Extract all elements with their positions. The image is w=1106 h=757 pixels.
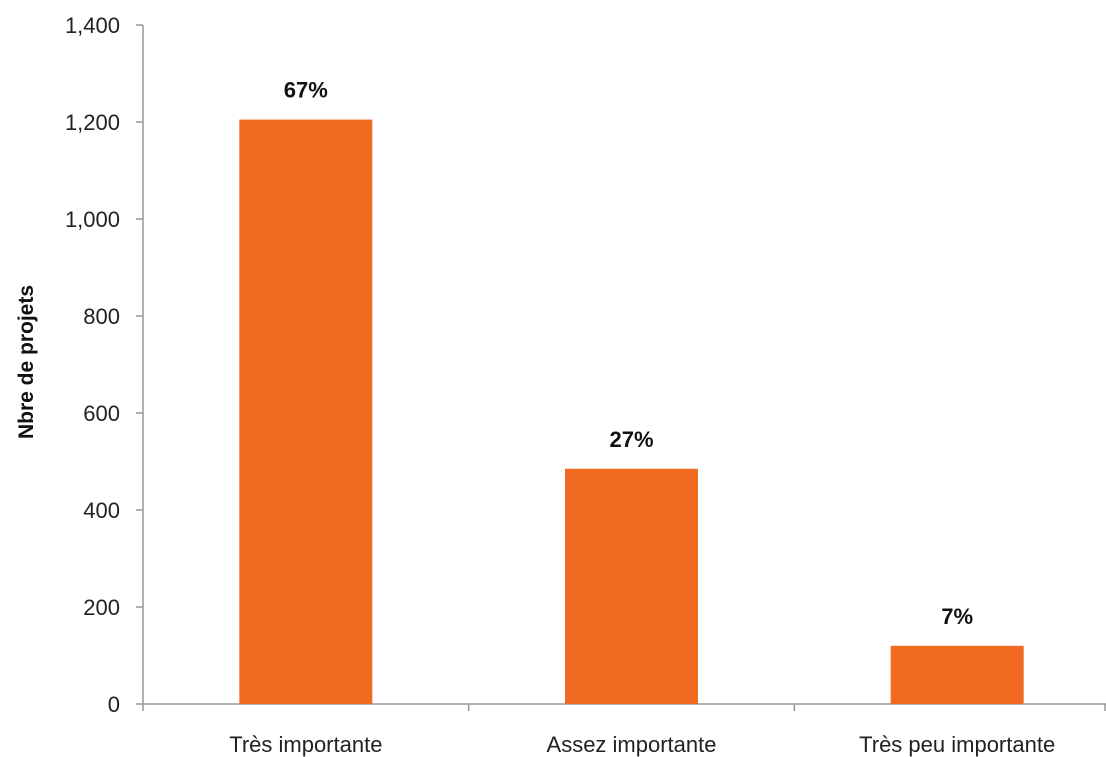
y-axis-ticks: 0 200 400 600 800 1,000 1,200 1,400 (65, 13, 143, 717)
bar-data-label: 27% (609, 427, 653, 452)
bar-data-label: 67% (284, 78, 328, 103)
category-label: Très importante (229, 732, 382, 757)
y-axis-title: Nbre de projets (15, 285, 38, 439)
bars (239, 120, 1023, 704)
y-tick-label: 400 (83, 498, 120, 523)
bar (891, 646, 1024, 704)
category-label: Très peu importante (859, 732, 1055, 757)
y-tick-label: 800 (83, 304, 120, 329)
y-tick-label: 1,400 (65, 13, 120, 38)
category-labels: Très importante Assez importante Très peu … (229, 732, 1055, 757)
y-tick-label: 600 (83, 401, 120, 426)
x-axis-ticks (143, 704, 1105, 711)
y-tick-label: 200 (83, 595, 120, 620)
bar-data-label: 7% (941, 604, 973, 629)
y-tick-label: 1,200 (65, 110, 120, 135)
bar (239, 120, 372, 704)
category-label: Assez importante (547, 732, 717, 757)
y-tick-label: 1,000 (65, 207, 120, 232)
bar (565, 469, 698, 704)
y-tick-label: 0 (108, 692, 120, 717)
